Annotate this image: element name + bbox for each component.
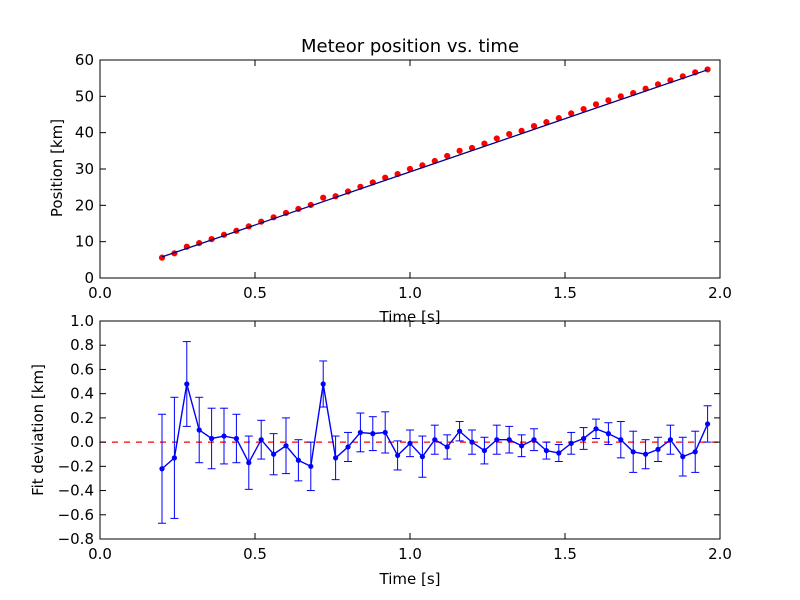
data-point — [469, 439, 475, 445]
data-point — [506, 131, 513, 138]
data-point — [457, 428, 463, 434]
data-point — [704, 66, 711, 73]
position-panel: Meteor position vs. time 0.0 0.5 1.0 1.5 2.0… — [48, 36, 732, 326]
data-point — [667, 437, 674, 443]
x-tick-label: 0.5 — [243, 545, 267, 563]
data-point — [357, 429, 363, 436]
data-point — [283, 443, 289, 449]
data-point — [568, 440, 574, 446]
data-point — [655, 446, 661, 452]
data-point — [320, 194, 327, 201]
data-point — [617, 93, 624, 100]
data-point — [419, 454, 425, 460]
data-point — [221, 433, 227, 439]
y-tick-label: 20 — [75, 196, 94, 214]
data-point — [543, 447, 550, 454]
deviation-panel: 0.0 0.5 1.0 1.5 2.0 −0.8 −0.6 −0.4 −0.2 0.0 0.2 0.4… — [29, 312, 732, 588]
position-plot-area — [158, 66, 711, 261]
data-point — [456, 147, 463, 154]
x-tick-label: 1.0 — [398, 545, 422, 563]
x-tick-label: 2.0 — [708, 284, 732, 302]
x-tick-label: 2.0 — [708, 545, 732, 563]
data-point — [246, 460, 252, 466]
data-point — [506, 437, 512, 443]
y-axis-label: Fit deviation [km] — [29, 364, 47, 496]
data-point — [705, 421, 711, 427]
fit-line — [161, 69, 708, 258]
data-point — [568, 110, 575, 117]
deviation-axes: 0.0 0.5 1.0 1.5 2.0 −0.8 −0.6 −0.4 −0.2 0.0 0.2 0.4… — [58, 312, 732, 563]
data-point — [618, 437, 624, 443]
data-point — [630, 449, 636, 455]
y-tick-label: 0.6 — [70, 360, 94, 378]
y-tick-label: 0 — [84, 269, 94, 287]
y-tick-label: 50 — [75, 87, 94, 105]
data-point — [159, 466, 165, 472]
data-point — [345, 444, 351, 450]
data-point — [295, 457, 301, 463]
data-point — [209, 435, 215, 442]
data-point — [531, 437, 537, 443]
data-point — [171, 455, 177, 461]
y-axis-label: Position [km] — [48, 119, 66, 217]
data-point — [407, 440, 413, 446]
data-point — [320, 381, 326, 387]
x-tick-label: 1.5 — [553, 284, 577, 302]
y-tick-label: −0.6 — [58, 506, 94, 524]
data-point — [494, 437, 500, 443]
x-tick-label: 0.0 — [88, 545, 112, 563]
position-axes: 0.0 0.5 1.0 1.5 2.0 0 10 20 30 40 50 60 — [75, 51, 732, 302]
data-point — [333, 455, 339, 461]
data-point — [271, 451, 277, 457]
data-point — [605, 97, 612, 104]
data-point — [605, 431, 612, 437]
data-point — [581, 435, 587, 442]
y-tick-label: 0.2 — [70, 409, 94, 427]
y-tick-label: −0.2 — [58, 457, 94, 475]
y-tick-label: 1.0 — [70, 312, 94, 330]
data-point — [370, 431, 376, 437]
data-point — [680, 454, 686, 460]
data-point — [519, 443, 525, 449]
data-point — [196, 427, 202, 433]
data-point — [593, 426, 599, 432]
data-point — [233, 435, 239, 442]
data-point — [530, 123, 538, 130]
deviation-plot-area — [100, 341, 720, 524]
data-point — [493, 135, 500, 142]
data-point — [592, 101, 600, 108]
data-point — [692, 449, 698, 455]
data-point — [580, 105, 587, 113]
chart-title: Meteor position vs. time — [301, 36, 519, 57]
x-tick-label: 1.5 — [553, 545, 577, 563]
data-point — [643, 451, 649, 457]
y-tick-label: 40 — [75, 124, 94, 142]
y-tick-label: 0.4 — [70, 385, 94, 403]
x-tick-label: 0.0 — [88, 284, 112, 302]
x-tick-label: 0.5 — [243, 284, 267, 302]
data-point — [444, 152, 451, 160]
data-point — [382, 429, 388, 436]
data-point — [184, 381, 190, 387]
x-tick-label: 1.0 — [398, 284, 422, 302]
y-tick-label: 0.8 — [70, 336, 94, 354]
y-tick-label: −0.4 — [58, 482, 94, 500]
y-tick-label: −0.8 — [58, 530, 94, 548]
y-tick-label: 30 — [75, 160, 94, 178]
y-tick-label: 10 — [75, 233, 94, 251]
data-point — [258, 437, 264, 443]
data-point — [432, 437, 438, 443]
data-point — [556, 450, 562, 456]
data-point — [308, 463, 314, 469]
data-point — [481, 447, 487, 454]
x-axis-label: Time [s] — [379, 570, 441, 588]
data-point — [395, 452, 401, 459]
y-tick-label: 60 — [75, 51, 94, 69]
y-tick-label: 0.0 — [70, 433, 94, 451]
data-point — [444, 444, 450, 450]
